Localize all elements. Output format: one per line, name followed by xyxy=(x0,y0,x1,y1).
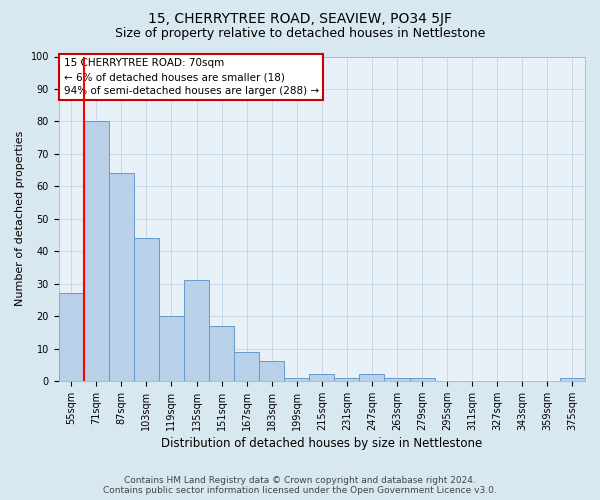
Bar xyxy=(134,238,159,381)
Text: 15, CHERRYTREE ROAD, SEAVIEW, PO34 5JF: 15, CHERRYTREE ROAD, SEAVIEW, PO34 5JF xyxy=(148,12,452,26)
Bar xyxy=(259,362,284,381)
Text: 15 CHERRYTREE ROAD: 70sqm
← 6% of detached houses are smaller (18)
94% of semi-d: 15 CHERRYTREE ROAD: 70sqm ← 6% of detach… xyxy=(64,58,319,96)
X-axis label: Distribution of detached houses by size in Nettlestone: Distribution of detached houses by size … xyxy=(161,437,482,450)
Bar xyxy=(59,294,84,381)
Bar xyxy=(385,378,410,381)
Bar xyxy=(234,352,259,381)
Bar xyxy=(159,316,184,381)
Bar xyxy=(209,326,234,381)
Bar xyxy=(410,378,434,381)
Text: Contains HM Land Registry data © Crown copyright and database right 2024.
Contai: Contains HM Land Registry data © Crown c… xyxy=(103,476,497,495)
Bar xyxy=(84,122,109,381)
Bar xyxy=(359,374,385,381)
Bar xyxy=(184,280,209,381)
Bar xyxy=(284,378,309,381)
Bar xyxy=(334,378,359,381)
Bar xyxy=(309,374,334,381)
Y-axis label: Number of detached properties: Number of detached properties xyxy=(15,131,25,306)
Text: Size of property relative to detached houses in Nettlestone: Size of property relative to detached ho… xyxy=(115,28,485,40)
Bar xyxy=(109,174,134,381)
Bar xyxy=(560,378,585,381)
